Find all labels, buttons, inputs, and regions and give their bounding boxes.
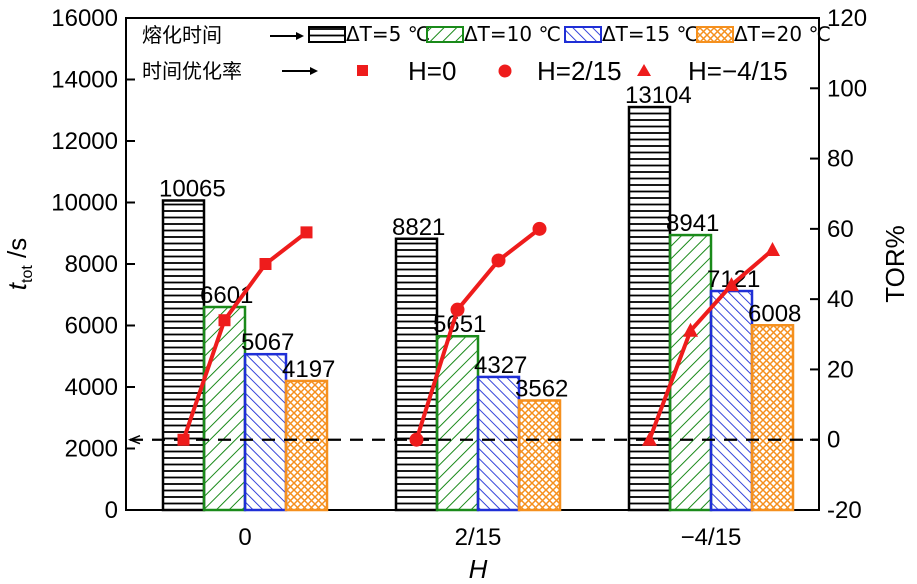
bar (709, 289, 754, 512)
legend-label-h2-15: H=2/15 (537, 56, 622, 86)
tor-point (683, 322, 698, 337)
y-right-tick-label: 40 (827, 286, 854, 313)
y-axis-left-main: t (2, 281, 32, 290)
legend-label-dt20: ΔT=20 ℃ (734, 22, 831, 46)
tor-point (491, 253, 506, 268)
y-right-tick-label: 80 (827, 146, 854, 173)
tor-point (450, 302, 465, 317)
y-right-tick-label: 120 (827, 5, 867, 32)
legend-label-dt10: ΔT=10 ℃ (464, 22, 561, 46)
bars: 1006588211310466015651894150674327712141… (159, 82, 801, 512)
bar-value-label: 5067 (241, 329, 294, 356)
tor-point (532, 221, 547, 236)
tor-point (218, 314, 231, 327)
legend-row1-arrow-head (296, 32, 304, 40)
bar-value-label: 3562 (515, 375, 568, 402)
tor-point (409, 432, 424, 447)
bar-value-label: 8941 (666, 210, 719, 237)
bar (202, 305, 247, 512)
tor-line (647, 248, 774, 441)
y-axis-right-title: TOR% (880, 225, 910, 303)
bar (284, 379, 329, 512)
y-left-tick-label: 2000 (65, 436, 118, 463)
legend-marker-square (357, 65, 368, 76)
tor-point (259, 258, 272, 270)
bar (161, 199, 206, 512)
x-tick-label: −4/15 (681, 524, 742, 551)
bar-value-label: 6008 (748, 300, 801, 327)
legend-row2-label: 时间优化率 (142, 59, 242, 83)
x-axis-title: H (469, 554, 488, 584)
legend-swatch-dt15 (564, 26, 602, 43)
bar (435, 334, 480, 512)
bar (243, 352, 288, 512)
y-axis-left-title: ttot /s (2, 238, 36, 290)
legend-label-dt15: ΔT=15 ℃ (602, 22, 699, 46)
zero-line-arrow (127, 435, 141, 445)
bar (750, 324, 795, 512)
legend-label-h0: H=0 (408, 56, 456, 86)
y-left-tick-label: 4000 (65, 374, 118, 401)
y-axis-left-unit: /s (2, 238, 32, 265)
y-right-tick-label: -20 (827, 497, 862, 524)
y-left-tick-label: 12000 (51, 128, 118, 155)
tor-point (724, 277, 739, 292)
tor-line (181, 230, 308, 441)
y-right-tick-label: 60 (827, 216, 854, 243)
tor-line (414, 227, 541, 441)
legend-label-dt5: ΔT=5 ℃ (346, 22, 430, 46)
bar (476, 375, 521, 512)
legend-swatch-dt5 (308, 26, 346, 43)
legend-row1-label: 熔化时间 (142, 23, 222, 47)
bar-value-label: 13104 (625, 82, 692, 109)
y-right-tick-label: 0 (827, 427, 840, 454)
y-left-tick-label: 6000 (65, 313, 118, 340)
legend-row2-arrow-head (310, 67, 318, 75)
y-axis-left: 0 2000 4000 6000 8000 10000 12000 14000 16000 (51, 5, 135, 524)
y-right-tick-label: 20 (827, 356, 854, 383)
y-left-tick-label: 10000 (51, 190, 118, 217)
reference-line (127, 435, 819, 445)
y-left-tick-label: 14000 (51, 67, 118, 94)
bar-value-label: 6601 (200, 282, 253, 309)
tor-lines (177, 221, 780, 447)
tor-point (177, 433, 190, 446)
tor-point (642, 431, 657, 446)
bar-value-label: 4197 (282, 356, 335, 383)
y-axis-right: -20 0 20 40 60 80 100 120 (810, 5, 867, 524)
legend-swatch-dt20 (696, 26, 734, 43)
bar-value-label: 10065 (159, 176, 226, 203)
x-axis: 0 2/15 −4/15 (238, 524, 741, 551)
y-axis-left-sub: tot (19, 265, 36, 283)
x-tick-label: 2/15 (455, 524, 502, 551)
legend-marker-circle (498, 64, 512, 78)
legend: 熔化时间 ΔT=5 ℃ ΔT=10 ℃ ΔT=15 ℃ ΔT=20 ℃ 时间优化… (142, 22, 831, 86)
bar-value-label: 8821 (392, 214, 445, 241)
bar-value-label: 4327 (474, 352, 527, 379)
legend-swatch-dt10 (426, 26, 464, 43)
legend-label-h-4-15: H=−4/15 (688, 56, 788, 86)
y-left-tick-label: 16000 (51, 5, 118, 32)
tor-point (300, 226, 313, 239)
bar (517, 399, 562, 512)
bar (627, 105, 672, 512)
y-right-tick-label: 100 (827, 75, 867, 102)
bar (394, 237, 439, 512)
legend-marker-triangle (637, 64, 651, 76)
x-tick-label: 0 (238, 524, 251, 551)
y-left-tick-label: 0 (105, 497, 118, 524)
y-left-tick-label: 8000 (65, 251, 118, 278)
tor-point (765, 241, 780, 256)
